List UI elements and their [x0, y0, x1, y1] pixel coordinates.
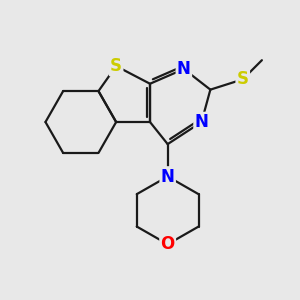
Text: N: N — [177, 60, 191, 78]
Text: N: N — [195, 113, 208, 131]
Text: N: N — [161, 167, 175, 185]
Text: S: S — [110, 57, 122, 75]
Text: O: O — [160, 235, 175, 253]
Text: S: S — [237, 70, 249, 88]
